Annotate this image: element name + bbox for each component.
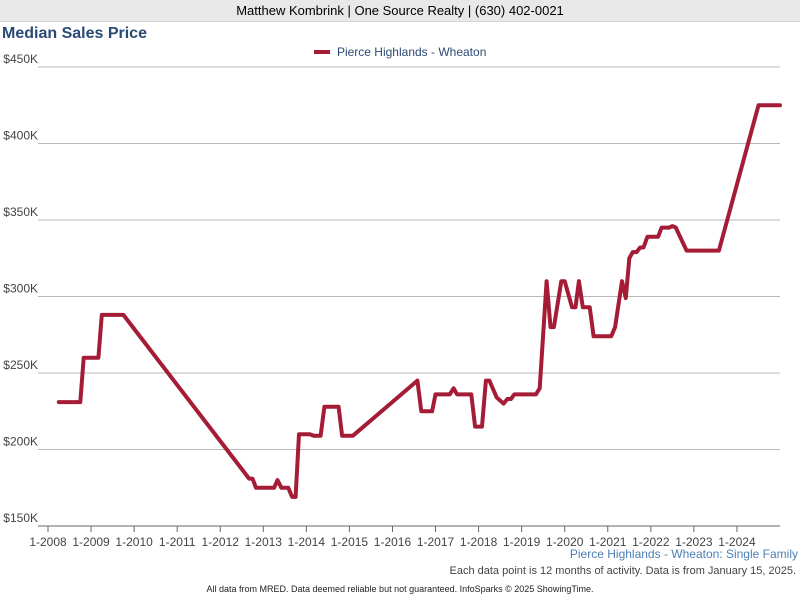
x-tick-label: 1-2009 [72,535,110,549]
x-tick-label: 1-2018 [460,535,498,549]
x-tick-label: 1-2021 [589,535,627,549]
y-tick-label: $400K [3,129,38,143]
footer-series-label[interactable]: Pierce Highlands - Wheaton: Single Famil… [569,547,798,561]
x-tick-label: 1-2008 [29,535,67,549]
x-tick-label: 1-2019 [503,535,541,549]
tick-labels: $150K $200K $250K $300K $350K $400K $450K 1-200… [3,52,756,549]
x-tick-label: 1-2024 [718,535,756,549]
x-tick-label: 1-2015 [331,535,369,549]
y-tick-label: $300K [3,282,38,296]
header-text: Matthew Kombrink | One Source Realty | (… [236,3,564,18]
x-tick-label: 1-2020 [546,535,584,549]
x-tick-label: 1-2010 [115,535,153,549]
x-tick-label: 1-2017 [417,535,455,549]
chart-title: Median Sales Price [2,25,147,42]
series-layer [56,103,782,499]
series-line [56,103,782,499]
x-tick-label: 1-2012 [202,535,240,549]
y-tick-label: $250K [3,358,38,372]
y-tick-label: $200K [3,435,38,449]
x-tick-label: 1-2022 [632,535,670,549]
x-tick-label: 1-2014 [288,535,326,549]
y-tick-label: $150K [3,511,38,525]
y-tick-label: $350K [3,205,38,219]
x-tick-label: 1-2013 [245,535,283,549]
grid-lines [38,66,780,450]
header-bar: Matthew Kombrink | One Source Realty | (… [0,0,800,22]
legend-swatch [313,49,330,54]
x-tick-label: 1-2016 [374,535,412,549]
x-tick-label: 1-2011 [159,535,196,549]
y-tick-label: $450K [3,52,38,66]
footer-disclaimer: All data from MRED. Data deemed reliable… [206,584,594,594]
x-tick-label: 1-2023 [675,535,713,549]
axes [38,525,780,532]
legend[interactable]: Pierce Highlands - Wheaton [0,45,800,59]
footer-note: Each data point is 12 months of activity… [449,565,796,577]
legend-label: Pierce Highlands - Wheaton [336,45,487,59]
